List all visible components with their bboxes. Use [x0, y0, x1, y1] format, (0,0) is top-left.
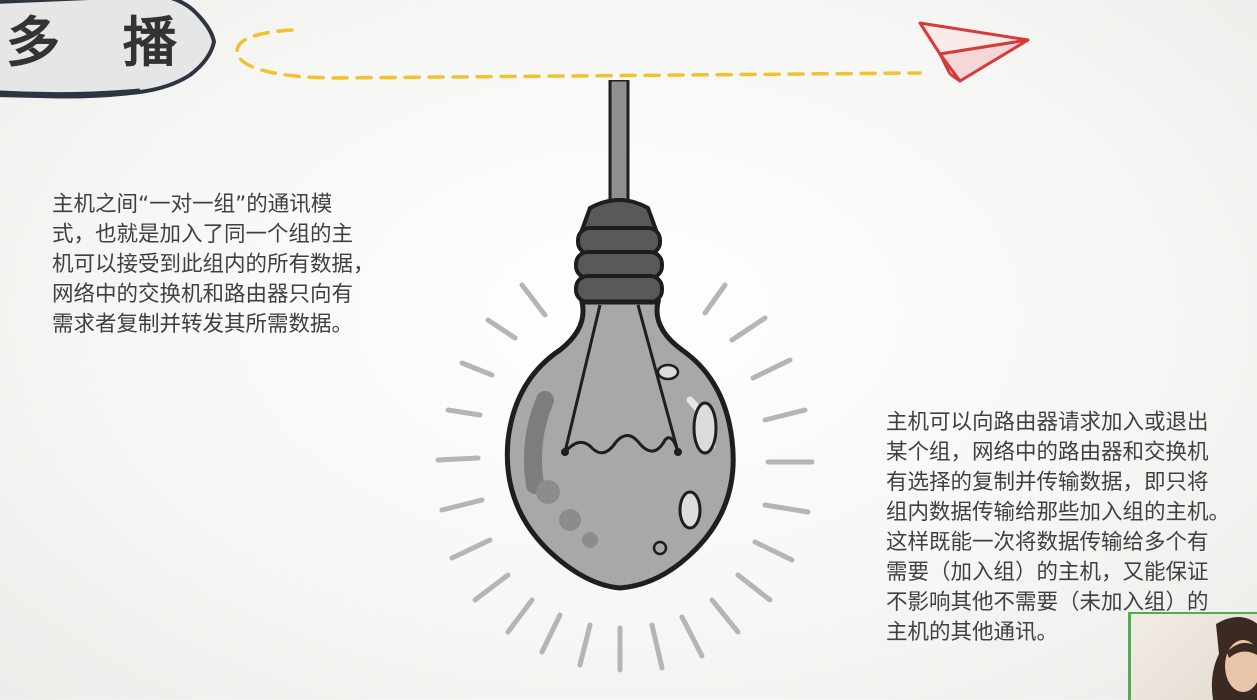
presenter-webcam-overlay [1128, 612, 1257, 700]
dashed-flight-path [235, 21, 1030, 83]
presenter-avatar [1211, 617, 1257, 700]
title-badge-shape [0, 0, 217, 99]
multicast-description-paragraph: 主机可以向路由器请求加入或退出 某个组，网络中的路由器和交换机 有选择的复制并传… [886, 410, 1231, 645]
unicast-description-paragraph: 主机之间“一对一组”的通讯模 式，也就是加入了同一个组的主 机可以接受到此组内的… [52, 192, 375, 337]
paper-plane-icon [918, 21, 1030, 83]
page-title: 多 播 [6, 11, 199, 74]
light-bulb-icon [435, 80, 815, 673]
bulb-socket [574, 198, 664, 304]
light-rays [435, 282, 815, 673]
